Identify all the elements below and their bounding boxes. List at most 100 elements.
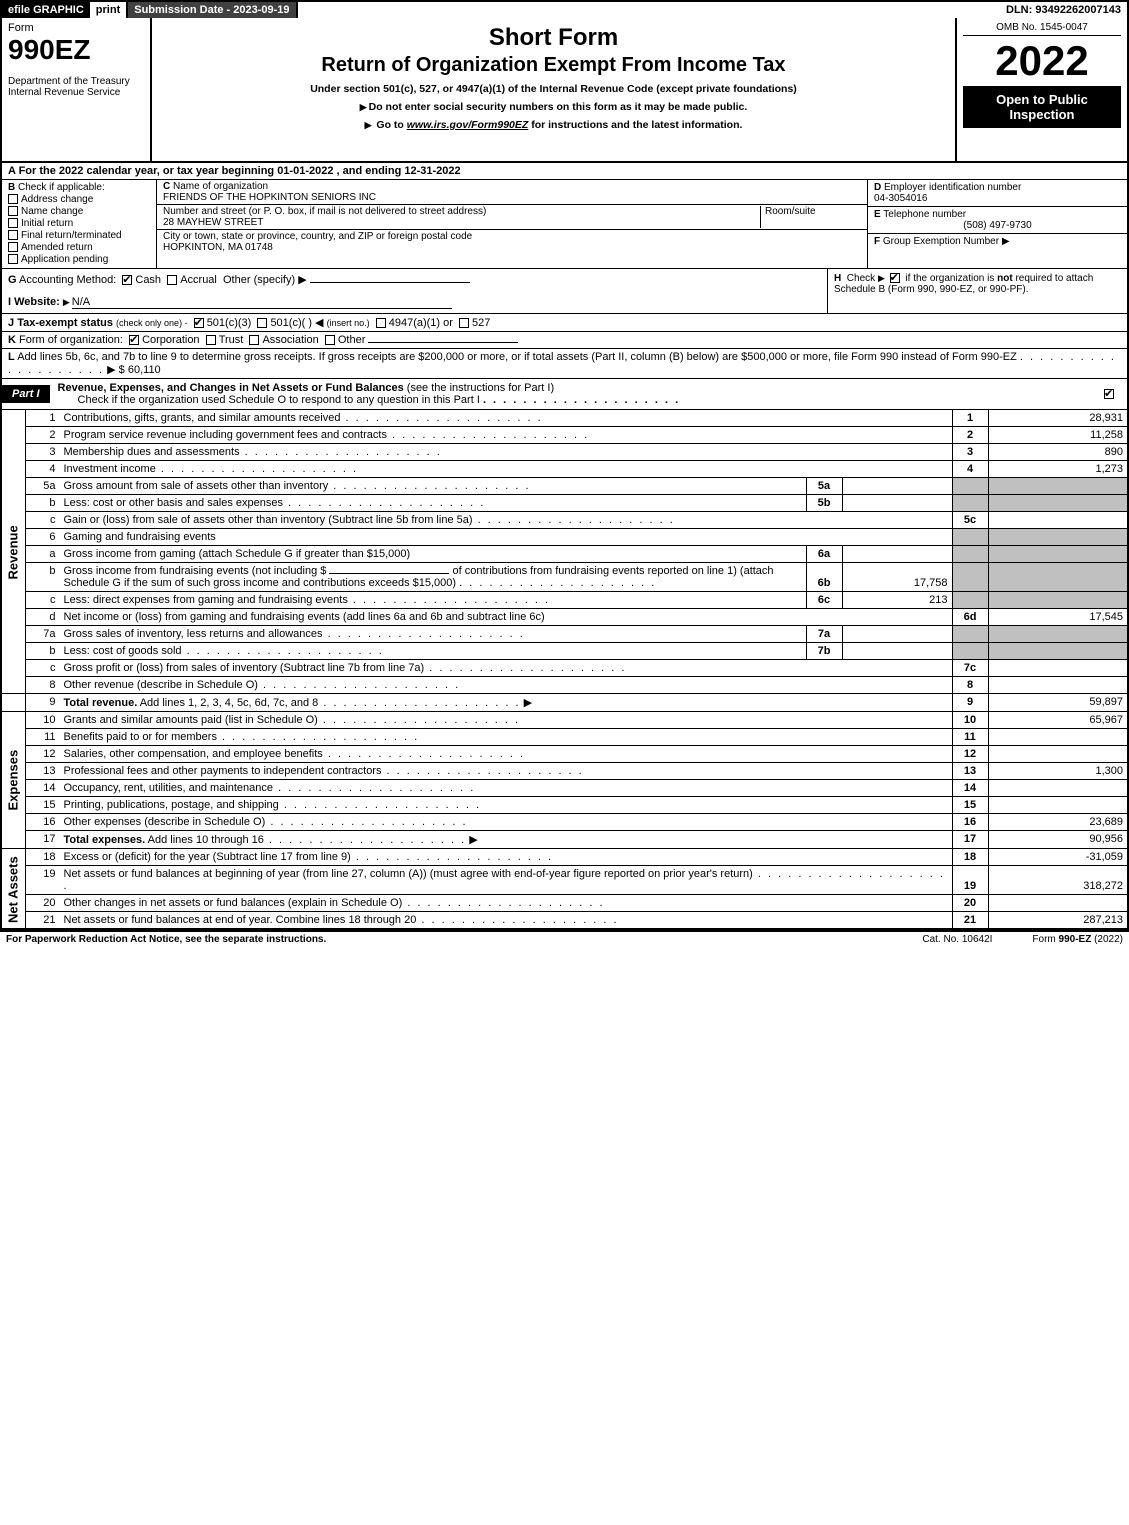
k-label: K <box>8 334 16 346</box>
l5a-sv[interactable] <box>842 478 952 495</box>
lbl-application-pending: Application pending <box>21 254 108 265</box>
l18-num: 18 <box>26 849 60 866</box>
part1-label: Part I <box>2 385 50 403</box>
header-center: Short Form Return of Organization Exempt… <box>152 18 957 161</box>
l10-val: 65,967 <box>988 712 1128 729</box>
subtitle-section: Under section 501(c), 527, or 4947(a)(1)… <box>160 83 947 95</box>
l7a-sv[interactable] <box>842 626 952 643</box>
l2-val: 11,258 <box>988 427 1128 444</box>
l9-side-spacer <box>1 694 26 712</box>
side-label-netassets: Net Assets <box>1 849 26 929</box>
chk-schedule-o[interactable] <box>1104 389 1114 399</box>
l5c-rnum: 5c <box>952 512 988 529</box>
part1-dots <box>483 394 680 406</box>
l10-desc: Grants and similar amounts paid (list in… <box>64 714 521 726</box>
print-link[interactable]: print <box>90 2 128 18</box>
l9-rnum: 9 <box>952 694 988 712</box>
footer-right: Form 990-EZ (2022) <box>1032 934 1123 945</box>
chk-cash[interactable] <box>122 275 132 285</box>
l2-desc: Program service revenue including govern… <box>64 429 590 441</box>
l1-rnum: 1 <box>952 410 988 427</box>
chk-application-pending[interactable] <box>8 254 18 264</box>
chk-other-org[interactable] <box>325 335 335 345</box>
other-specify-input[interactable] <box>310 282 470 283</box>
footer-form-pre: Form <box>1032 934 1058 945</box>
l6a-sv[interactable] <box>842 546 952 563</box>
col-g: G Accounting Method: Cash Accrual Other … <box>2 269 827 313</box>
lbl-address-change: Address change <box>21 194 93 205</box>
chk-accrual[interactable] <box>167 275 177 285</box>
f-label: F <box>874 236 880 247</box>
h-text2: if the organization is <box>905 273 997 284</box>
chk-amended-return[interactable] <box>8 242 18 252</box>
lbl-other-org: Other <box>338 334 366 346</box>
tax-year: 2022 <box>963 40 1121 82</box>
lbl-amended-return: Amended return <box>21 242 93 253</box>
chk-corporation[interactable] <box>129 335 139 345</box>
l6a-val <box>988 546 1128 563</box>
part1-title: Revenue, Expenses, and Changes in Net As… <box>58 379 1094 409</box>
chk-address-change[interactable] <box>8 194 18 204</box>
chk-association[interactable] <box>249 335 259 345</box>
col-def: D Employer identification number 04-3054… <box>867 180 1127 268</box>
l6c-sb: 6c <box>806 592 842 609</box>
header-right: OMB No. 1545-0047 2022 Open to Public In… <box>957 18 1127 161</box>
line-5c: c Gain or (loss) from sale of assets oth… <box>1 512 1128 529</box>
other-org-input[interactable] <box>368 342 518 343</box>
line-6d: d Net income or (loss) from gaming and f… <box>1 609 1128 626</box>
chk-schedule-b[interactable] <box>890 273 900 283</box>
chk-name-change[interactable] <box>8 206 18 216</box>
l17-desc2: Add lines 10 through 16 <box>145 834 466 846</box>
goto-pre: Go to <box>376 119 406 131</box>
l20-desc: Other changes in net assets or fund bala… <box>64 897 605 909</box>
l18-desc: Excess or (deficit) for the year (Subtra… <box>64 851 554 863</box>
chk-501c[interactable] <box>257 318 267 328</box>
l6b-num: b <box>26 563 60 592</box>
chk-4947[interactable] <box>376 318 386 328</box>
chk-final-return[interactable] <box>8 230 18 240</box>
l6d-rnum: 6d <box>952 609 988 626</box>
footer-cat: Cat. No. 10642I <box>922 934 992 945</box>
section-l: L Add lines 5b, 6c, and 7b to line 9 to … <box>0 349 1129 379</box>
l5b-sv[interactable] <box>842 495 952 512</box>
line-5a: 5a Gross amount from sale of assets othe… <box>1 478 1128 495</box>
chk-501c3[interactable] <box>194 318 204 328</box>
l9-arrow-icon <box>524 697 532 709</box>
f-arrow-icon <box>1002 236 1010 247</box>
l-value: $ 60,110 <box>119 364 161 376</box>
dept-label: Department of the Treasury Internal Reve… <box>8 76 144 98</box>
l13-rnum: 13 <box>952 763 988 780</box>
section-gh: G Accounting Method: Cash Accrual Other … <box>0 269 1129 314</box>
chk-trust[interactable] <box>206 335 216 345</box>
line-12: 12 Salaries, other compensation, and emp… <box>1 746 1128 763</box>
footer: For Paperwork Reduction Act Notice, see … <box>0 930 1129 947</box>
l13-num: 13 <box>26 763 60 780</box>
footer-left: For Paperwork Reduction Act Notice, see … <box>6 934 882 945</box>
l6b-sb: 6b <box>806 563 842 592</box>
l5a-rnum <box>952 478 988 495</box>
l12-num: 12 <box>26 746 60 763</box>
b-check-if: Check if applicable: <box>18 182 105 193</box>
g-desc: Accounting Method: <box>19 274 116 286</box>
irs-link[interactable]: www.irs.gov/Form990EZ <box>407 119 529 131</box>
l6-desc: Gaming and fundraising events <box>64 531 216 543</box>
l7a-desc: Gross sales of inventory, less returns a… <box>64 628 525 640</box>
l7b-sv[interactable] <box>842 643 952 660</box>
line-18: Net Assets 18 Excess or (deficit) for th… <box>1 849 1128 866</box>
side-label-revenue: Revenue <box>1 410 26 694</box>
website-arrow-icon <box>63 296 72 308</box>
l12-rnum: 12 <box>952 746 988 763</box>
chk-initial-return[interactable] <box>8 218 18 228</box>
footer-form-num: 990-EZ <box>1059 934 1092 945</box>
l6b-amount-input[interactable] <box>329 573 449 574</box>
l15-val <box>988 797 1128 814</box>
org-name: FRIENDS OF THE HOPKINTON SENIORS INC <box>163 192 376 203</box>
chk-527[interactable] <box>459 318 469 328</box>
lbl-initial-return: Initial return <box>21 218 73 229</box>
l21-num: 21 <box>26 912 60 930</box>
form-word: Form <box>8 22 144 34</box>
netassets-table: Net Assets 18 Excess or (deficit) for th… <box>0 849 1129 930</box>
line-14: 14 Occupancy, rent, utilities, and maint… <box>1 780 1128 797</box>
l5c-desc: Gain or (loss) from sale of assets other… <box>64 514 675 526</box>
line-15: 15 Printing, publications, postage, and … <box>1 797 1128 814</box>
